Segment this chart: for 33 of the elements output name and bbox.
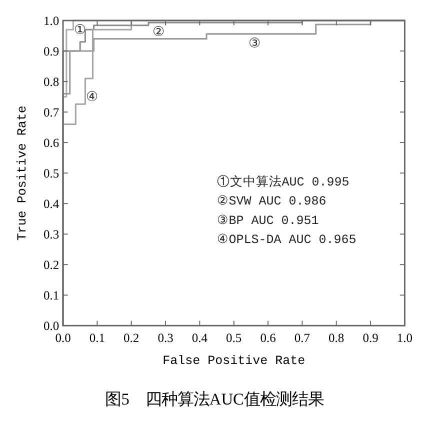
y-tick-label: 1.0 <box>44 14 60 28</box>
x-tick-label: 0.7 <box>294 331 310 345</box>
x-tick-label: 0.0 <box>55 331 71 345</box>
y-tick-label: 0.7 <box>44 105 60 120</box>
annotation: ④OPLS-DA AUC 0.965 <box>216 233 356 248</box>
x-tick-label: 1.0 <box>396 331 413 345</box>
y-tick-label: 0.5 <box>44 166 60 180</box>
y-tick-label: 0.2 <box>44 258 60 272</box>
text: 图5 四种算法AUC值检测结果 <box>105 390 324 409</box>
annotation: ③BP AUC 0.951 <box>216 214 319 228</box>
annotation: ① <box>74 22 86 37</box>
y-tick-label: 0.9 <box>44 44 60 58</box>
annotation: ③ <box>248 35 260 50</box>
x-tick-label: 0.2 <box>124 331 140 345</box>
y-tick-label: 0.6 <box>44 136 60 150</box>
y-tick-label: 0.4 <box>44 196 60 211</box>
y-tick-label: 0.1 <box>44 288 60 302</box>
y-tick-label: 0.0 <box>44 319 60 334</box>
x-tick-label: 0.1 <box>89 331 105 345</box>
x-axis-title: False Positive Rate <box>162 354 306 368</box>
y-tick-label: 0.8 <box>44 74 60 89</box>
x-tick-label: 0.4 <box>192 331 208 345</box>
annotation: ④ <box>86 89 98 104</box>
x-tick-label: 0.9 <box>362 331 378 345</box>
y-axis-title: True Positive Rate <box>15 106 30 241</box>
x-tick-label: 0.8 <box>328 331 344 345</box>
x-tick-label: 0.3 <box>158 331 174 345</box>
x-tick-label: 0.5 <box>226 331 242 345</box>
annotation: ② <box>152 24 165 40</box>
annotation: ②SVW AUC 0.986 <box>216 194 326 209</box>
annotation: ①文中算法AUC 0.995 <box>216 174 350 190</box>
y-tick-label: 0.3 <box>44 227 60 242</box>
x-tick-label: 0.6 <box>260 331 276 345</box>
